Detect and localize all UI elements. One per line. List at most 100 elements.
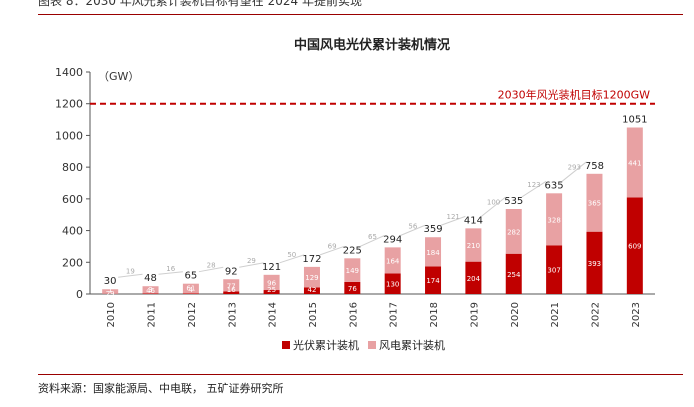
legend-swatch-wind [368, 341, 376, 349]
y-unit-label: （GW） [98, 70, 139, 83]
y-tick-label: 0 [76, 288, 83, 301]
increment-arrow [158, 271, 183, 275]
bar-solar [465, 261, 482, 294]
solar-value-label: 130 [386, 281, 399, 289]
x-tick-label: 2017 [389, 302, 400, 327]
y-tick-label: 1400 [55, 66, 83, 79]
x-tick-label: 2015 [308, 302, 319, 327]
top-rule [38, 14, 683, 15]
bar-wind [102, 289, 119, 294]
increment-arrow [319, 245, 345, 256]
chart-title: 中国风电光伏累计装机情况 [294, 37, 450, 53]
wind-value-label: 184 [426, 249, 440, 257]
y-tick-label: 400 [62, 225, 83, 238]
wind-value-label: 46 [146, 287, 155, 295]
bar-wind [303, 266, 320, 288]
bar-wind [586, 173, 603, 232]
solar-value-label: 1 [108, 286, 112, 294]
x-tick-label: 2011 [147, 302, 158, 327]
bar-solar [344, 281, 361, 294]
solar-value-label: 254 [507, 271, 521, 279]
increment-arrow [440, 215, 466, 226]
wind-value-label: 164 [386, 257, 400, 265]
wind-value-label: 77 [227, 282, 236, 290]
increment-label: 50 [287, 251, 296, 259]
increment-labels: 19 16 28 29 50 69 65 56 121 100 123 293 [118, 161, 587, 278]
bar-solar [303, 287, 320, 294]
solar-value-label: 393 [588, 260, 601, 268]
y-tick-label: 800 [62, 161, 83, 174]
bar-wind [142, 286, 159, 294]
x-tick-label: 2018 [429, 302, 440, 327]
wind-value-label: 149 [346, 267, 359, 275]
y-tick-label: 600 [62, 193, 83, 206]
bar-solar [546, 245, 563, 294]
x-tick-label: 2010 [106, 302, 117, 327]
increment-label: 293 [568, 164, 581, 172]
increment-label: 19 [126, 268, 135, 276]
total-label: 294 [383, 234, 402, 245]
x-tick-label: 2023 [631, 302, 642, 327]
total-label: 121 [262, 262, 281, 273]
legend-swatch-solar [282, 341, 290, 349]
chart: 中国风电光伏累计装机情况 （GW） 0 200 400 600 800 1000 1200 1… [55, 37, 655, 352]
solar-value-label: 4 [189, 286, 194, 294]
y-tick-label: 1000 [55, 129, 83, 142]
increment-label: 123 [527, 181, 540, 189]
solar-value-label: 174 [426, 277, 440, 285]
legend: 光伏累计装机 风电累计装机 [282, 338, 445, 352]
wind-value-label: 129 [305, 274, 318, 282]
bars: 1293020103464820114616520121677922013259… [102, 115, 648, 327]
x-tick-label: 2012 [187, 302, 198, 327]
increment-label: 100 [487, 199, 500, 207]
wind-value-label: 328 [547, 216, 560, 224]
x-tick-label: 2022 [590, 302, 601, 327]
increment-label: 28 [207, 261, 216, 269]
legend-label-wind: 风电累计装机 [379, 338, 445, 352]
solar-value-label: 25 [267, 286, 276, 294]
solar-value-label: 609 [628, 243, 641, 251]
bar-wind [465, 228, 482, 262]
bar-wind [425, 237, 442, 267]
increment-arrow [400, 224, 426, 236]
increment-arrow [198, 266, 224, 273]
x-tick-label: 2016 [348, 302, 359, 327]
total-label: 225 [343, 245, 362, 256]
figure-caption: 图表 8：2030 年风光累计装机目标有望在 2024 年提前实现 [38, 0, 362, 8]
wind-value-label: 61 [186, 285, 195, 293]
bar-solar [182, 293, 199, 294]
solar-value-label: 204 [467, 275, 481, 283]
bar-wind [182, 283, 199, 294]
bar-wind [344, 258, 361, 282]
source-note: 资料来源：国家能源局、中电联， 五矿证券研究所 [38, 382, 284, 395]
wind-value-label: 282 [507, 228, 520, 236]
target-line-group: 2030年风光装机目标1200GW [90, 88, 655, 105]
x-tick-label: 2019 [469, 302, 480, 327]
total-label: 92 [225, 266, 238, 277]
x-tick-label: 2013 [227, 302, 238, 327]
increment-arrow [521, 180, 547, 198]
x-tick-label: 2014 [268, 302, 279, 327]
increment-arrow [279, 254, 305, 264]
total-label: 414 [464, 215, 483, 226]
bar-solar [384, 273, 401, 294]
bar-wind [223, 279, 240, 292]
bar-solar [223, 291, 240, 294]
increment-label: 65 [368, 233, 377, 241]
total-label: 758 [585, 161, 604, 172]
bar-wind [263, 274, 280, 291]
wind-value-label: 365 [588, 200, 601, 208]
increment-arrow [561, 161, 587, 182]
bar-solar [505, 253, 522, 294]
target-label: 2030年风光装机目标1200GW [498, 88, 651, 102]
wind-value-label: 29 [106, 290, 115, 298]
increment-label: 16 [166, 265, 175, 273]
increment-arrow [360, 234, 385, 247]
increment-label: 56 [408, 222, 417, 230]
total-label: 172 [302, 254, 321, 265]
solar-value-label: 76 [348, 285, 357, 293]
increment-arrow [481, 196, 507, 217]
total-label: 30 [104, 276, 117, 287]
total-label: 1051 [622, 115, 647, 126]
y-tick-label: 200 [62, 256, 83, 269]
